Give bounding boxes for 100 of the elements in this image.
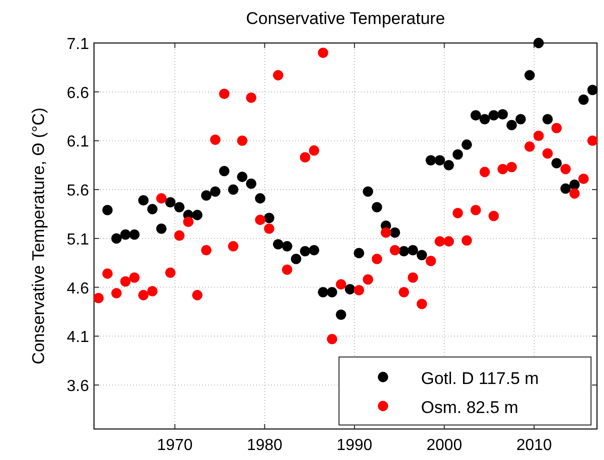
point bbox=[398, 287, 410, 298]
y-axis-title: Conservative Temperature, Θ (°C) bbox=[29, 108, 48, 364]
point bbox=[497, 164, 508, 174]
y-tick-label: 3.6 bbox=[66, 378, 90, 396]
point bbox=[416, 298, 428, 310]
point bbox=[254, 193, 266, 204]
point bbox=[201, 244, 212, 256]
point bbox=[290, 254, 302, 264]
point bbox=[524, 70, 535, 80]
point bbox=[174, 230, 185, 241]
point bbox=[192, 290, 202, 300]
point bbox=[174, 202, 185, 212]
point bbox=[308, 145, 320, 156]
point bbox=[470, 204, 481, 216]
point bbox=[282, 264, 292, 275]
point bbox=[551, 158, 562, 168]
point bbox=[246, 178, 256, 189]
point bbox=[326, 287, 338, 298]
point bbox=[515, 114, 526, 124]
point bbox=[219, 166, 230, 176]
point bbox=[462, 139, 472, 150]
y-tick-label: 5.1 bbox=[66, 231, 90, 248]
point bbox=[434, 236, 446, 247]
point bbox=[354, 248, 364, 258]
point bbox=[354, 285, 364, 296]
point bbox=[165, 197, 176, 208]
point bbox=[93, 292, 104, 304]
point bbox=[138, 290, 149, 300]
point bbox=[228, 184, 238, 195]
point bbox=[210, 186, 220, 197]
y-tick-label: 4.1 bbox=[66, 329, 90, 346]
point bbox=[408, 272, 418, 283]
point bbox=[542, 114, 553, 124]
point bbox=[237, 172, 248, 182]
point bbox=[408, 244, 418, 256]
point bbox=[380, 227, 392, 238]
point bbox=[578, 94, 589, 105]
point bbox=[524, 141, 535, 152]
x-tick-label: 1990 bbox=[336, 437, 372, 454]
point bbox=[102, 268, 113, 279]
point bbox=[444, 236, 454, 247]
y-tick-label: 6.1 bbox=[66, 134, 90, 151]
y-tick-label: 7.1 bbox=[66, 36, 90, 53]
point bbox=[192, 210, 202, 220]
point bbox=[282, 241, 292, 252]
point bbox=[228, 241, 238, 252]
point bbox=[210, 134, 220, 145]
point bbox=[120, 276, 131, 287]
point bbox=[462, 235, 472, 246]
point bbox=[147, 286, 158, 296]
x-tick-label: 2010 bbox=[516, 437, 552, 454]
point bbox=[506, 162, 517, 172]
point bbox=[426, 256, 436, 266]
point bbox=[318, 48, 328, 58]
point bbox=[587, 136, 598, 146]
point bbox=[318, 287, 328, 298]
point bbox=[111, 233, 122, 244]
chart-title: Conservative Temperature bbox=[246, 9, 446, 28]
point bbox=[390, 227, 400, 238]
point bbox=[344, 284, 356, 294]
point bbox=[147, 204, 158, 214]
point bbox=[254, 214, 266, 226]
legend-label: Gotl. D 117.5 m bbox=[421, 369, 539, 388]
point bbox=[506, 120, 517, 130]
point bbox=[246, 92, 256, 103]
point bbox=[426, 155, 436, 166]
point bbox=[551, 122, 562, 134]
x-tick-label: 1970 bbox=[157, 437, 193, 454]
point bbox=[372, 202, 382, 212]
point bbox=[416, 250, 428, 260]
point bbox=[488, 210, 499, 222]
point bbox=[390, 244, 400, 256]
point bbox=[326, 334, 338, 344]
point bbox=[237, 136, 248, 146]
point bbox=[578, 174, 589, 184]
point bbox=[560, 164, 571, 174]
point bbox=[300, 152, 310, 163]
point bbox=[264, 223, 274, 234]
point bbox=[156, 193, 167, 204]
y-tick-label: 6.6 bbox=[66, 84, 90, 102]
point bbox=[569, 180, 580, 190]
x-tick-label: 1980 bbox=[246, 437, 283, 454]
point bbox=[201, 190, 212, 201]
point bbox=[300, 246, 310, 256]
point bbox=[533, 38, 544, 48]
point bbox=[362, 274, 374, 285]
point bbox=[120, 229, 131, 240]
legend-label: Osm. 82.5 m bbox=[421, 398, 518, 417]
point bbox=[470, 110, 481, 121]
point bbox=[533, 130, 544, 142]
x-tick-label: 2000 bbox=[426, 437, 462, 454]
point bbox=[560, 183, 571, 194]
point bbox=[272, 70, 284, 80]
point bbox=[264, 212, 274, 224]
y-tick-label: 4.6 bbox=[66, 280, 90, 298]
point bbox=[569, 188, 580, 199]
point bbox=[138, 195, 149, 206]
point bbox=[587, 84, 598, 96]
point bbox=[480, 166, 490, 178]
point bbox=[129, 229, 140, 240]
